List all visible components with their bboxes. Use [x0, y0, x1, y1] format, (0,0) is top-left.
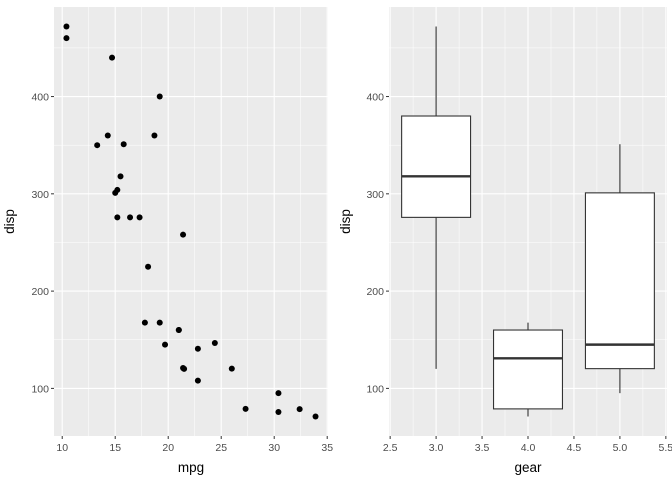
data-point	[114, 214, 121, 221]
data-point	[109, 54, 116, 61]
data-point	[156, 319, 163, 326]
data-point	[180, 231, 187, 238]
data-point	[120, 141, 127, 148]
x-tick-label: 4.0	[521, 442, 536, 454]
x-tick-label: 15	[109, 442, 121, 454]
y-tick-label: 300	[366, 189, 384, 201]
data-point	[175, 327, 182, 334]
y-axis-label: disp	[2, 209, 17, 234]
y-tick-label: 100	[366, 383, 384, 395]
data-point	[151, 132, 158, 139]
y-tick-label: 200	[366, 286, 384, 298]
box-iqr	[492, 329, 564, 410]
data-point	[242, 405, 249, 412]
data-point	[94, 142, 101, 149]
x-tick-label: 3.5	[475, 442, 490, 454]
data-point	[127, 214, 134, 221]
y-tick-label: 100	[31, 383, 49, 395]
y-tick-label: 300	[31, 189, 49, 201]
data-point	[136, 214, 143, 221]
data-point	[63, 35, 70, 42]
y-tick-label: 400	[31, 92, 49, 104]
box-gear-3	[401, 26, 472, 369]
data-point	[275, 409, 282, 416]
data-point	[156, 93, 163, 100]
data-point	[194, 345, 201, 352]
x-axis-label: mpg	[178, 460, 204, 475]
data-point	[145, 263, 152, 270]
x-tick-label: 3.0	[429, 442, 444, 454]
box-gear-4	[492, 322, 564, 417]
data-point	[141, 319, 148, 326]
x-tick-label: 10	[56, 442, 68, 454]
data-point	[162, 341, 169, 348]
y-tick-label: 200	[31, 286, 49, 298]
data-point	[194, 377, 201, 384]
box-iqr	[401, 115, 472, 218]
x-tick-label: 5.0	[613, 442, 628, 454]
x-tick-label: 2.5	[383, 442, 398, 454]
data-point	[117, 173, 124, 180]
x-axis-label: gear	[514, 460, 542, 475]
x-tick-label: 20	[162, 442, 174, 454]
data-point	[228, 365, 235, 372]
y-tick-label: 400	[366, 92, 384, 104]
data-point	[312, 413, 319, 420]
x-tick-label: 30	[268, 442, 280, 454]
data-point	[211, 339, 218, 346]
x-tick-label: 5.5	[659, 442, 672, 454]
box-iqr	[584, 192, 655, 370]
data-point	[112, 189, 119, 196]
data-point	[180, 364, 187, 371]
scatter-panel: 10 15 20 25 30 35 100 200 300 400 mpg disp	[2, 7, 333, 475]
y-axis-label: disp	[338, 209, 353, 234]
x-tick-label: 35	[321, 442, 333, 454]
data-point	[63, 23, 70, 30]
data-point	[275, 390, 282, 397]
data-point	[296, 406, 303, 413]
box-gear-5	[584, 144, 655, 394]
panel-background	[54, 7, 328, 436]
data-point	[104, 132, 111, 139]
x-tick-label: 25	[215, 442, 227, 454]
x-tick-label: 4.5	[567, 442, 582, 454]
boxplot-panel: 2.5 3.0 3.5 4.0 4.5 5.0 5.5 100 200 300 400 gear dis…	[338, 7, 672, 475]
